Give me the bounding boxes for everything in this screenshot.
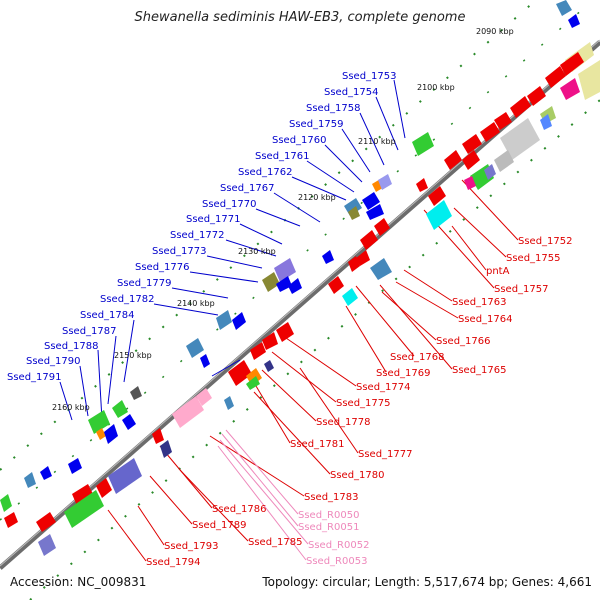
genome-summary: Topology: circular; Length: 5,517,674 bp… bbox=[262, 575, 592, 589]
gene-label[interactable]: Ssed_1758 bbox=[306, 103, 361, 114]
gene-label[interactable]: Ssed_1759 bbox=[289, 119, 344, 130]
kbp-scale: 2090 kbp 2100 kbp 2110 kbp 2120 kbp 2130… bbox=[52, 27, 514, 412]
inner-tick-ring bbox=[29, 99, 600, 600]
reverse-leader-lines bbox=[107, 179, 519, 562]
gene-label[interactable]: Ssed_1760 bbox=[272, 135, 327, 146]
reverse-features bbox=[4, 42, 600, 556]
forward-gene-labels: Ssed_1753 Ssed_1754 Ssed_1758 Ssed_1759 … bbox=[7, 71, 397, 383]
gene-label[interactable]: Ssed_1764 bbox=[458, 314, 513, 325]
reverse-gene-labels: Ssed_1752 Ssed_1755 pntA Ssed_1757 Ssed_… bbox=[146, 236, 573, 568]
gene-label[interactable]: Ssed_1761 bbox=[255, 151, 310, 162]
gene-label[interactable]: Ssed_1778 bbox=[316, 417, 371, 428]
forward-leader-lines bbox=[59, 79, 406, 421]
kbp-label: 2120 kbp bbox=[298, 193, 336, 202]
gene-label[interactable]: pntA bbox=[486, 266, 510, 277]
gene-label[interactable]: Ssed_R0052 bbox=[308, 540, 369, 551]
accession-label: Accession: NC_009831 bbox=[10, 575, 147, 589]
kbp-label: 2160 kbp bbox=[52, 403, 90, 412]
kbp-label: 2100 kbp bbox=[417, 83, 455, 92]
gene-label[interactable]: Ssed_1780 bbox=[330, 470, 385, 481]
gene-label[interactable]: Ssed_1752 bbox=[518, 236, 573, 247]
gene-label[interactable]: Ssed_1773 bbox=[152, 246, 207, 257]
rna-gene-labels: Ssed_R0050 Ssed_R0051 Ssed_R0052 Ssed_R0… bbox=[298, 510, 369, 567]
gene-label[interactable]: Ssed_1790 bbox=[26, 356, 81, 367]
gene-label[interactable]: Ssed_1753 bbox=[342, 71, 397, 82]
gene-label[interactable]: Ssed_1777 bbox=[358, 449, 413, 460]
gene-label[interactable]: Ssed_1762 bbox=[238, 167, 293, 178]
gene-label[interactable]: Ssed_1755 bbox=[506, 253, 561, 264]
gene-label[interactable]: Ssed_1784 bbox=[80, 310, 135, 321]
gene-label[interactable]: Ssed_1766 bbox=[436, 336, 491, 347]
gene-label[interactable]: Ssed_1785 bbox=[248, 537, 303, 548]
kbp-label: 2090 kbp bbox=[476, 27, 514, 36]
gene-label[interactable]: Ssed_1788 bbox=[44, 341, 99, 352]
kbp-label: 2130 kbp bbox=[238, 247, 276, 256]
gene-label[interactable]: Ssed_1757 bbox=[494, 284, 549, 295]
gene-label[interactable]: Ssed_1782 bbox=[100, 294, 155, 305]
gene-label[interactable]: Ssed_1770 bbox=[202, 199, 257, 210]
gene-label[interactable]: Ssed_1783 bbox=[304, 492, 359, 503]
kbp-label: 2140 kbp bbox=[177, 299, 215, 308]
gene-label[interactable]: Ssed_1771 bbox=[186, 214, 241, 225]
map-title: Shewanella sediminis HAW-EB3, complete g… bbox=[134, 10, 466, 25]
gene-label[interactable]: Ssed_1775 bbox=[336, 398, 391, 409]
forward-features bbox=[0, 0, 580, 512]
gene-label[interactable]: Ssed_1776 bbox=[135, 262, 190, 273]
gene-label[interactable]: Ssed_R0050 bbox=[298, 510, 359, 521]
gene-label[interactable]: Ssed_1768 bbox=[390, 352, 445, 363]
gene-label[interactable]: Ssed_1765 bbox=[452, 365, 507, 376]
gene-label[interactable]: Ssed_R0051 bbox=[298, 522, 359, 533]
gene-label[interactable]: Ssed_1774 bbox=[356, 382, 411, 393]
gene-label[interactable]: Ssed_1787 bbox=[62, 326, 117, 337]
gene-label[interactable]: Ssed_1789 bbox=[192, 520, 247, 531]
gene-label[interactable]: Ssed_1763 bbox=[452, 297, 507, 308]
kbp-label: 2150 kbp bbox=[114, 351, 152, 360]
gene-label[interactable]: Ssed_1794 bbox=[146, 557, 201, 568]
kbp-label: 2110 kbp bbox=[358, 137, 396, 146]
outer-tick-ring bbox=[0, 0, 538, 471]
gene-label[interactable]: Ssed_1772 bbox=[170, 230, 225, 241]
gene-label[interactable]: Ssed_1791 bbox=[7, 372, 62, 383]
gene-label[interactable]: Ssed_1781 bbox=[290, 439, 345, 450]
gene-label[interactable]: Ssed_1786 bbox=[212, 504, 267, 515]
gene-label[interactable]: Ssed_R0053 bbox=[306, 556, 367, 567]
gene-label[interactable]: Ssed_1769 bbox=[376, 368, 431, 379]
rna-leader-lines bbox=[217, 429, 309, 561]
gene-label[interactable]: Ssed_1793 bbox=[164, 541, 219, 552]
gene-label[interactable]: Ssed_1754 bbox=[324, 87, 379, 98]
gene-label[interactable]: Ssed_1767 bbox=[220, 183, 275, 194]
gene-label[interactable]: Ssed_1779 bbox=[117, 278, 172, 289]
